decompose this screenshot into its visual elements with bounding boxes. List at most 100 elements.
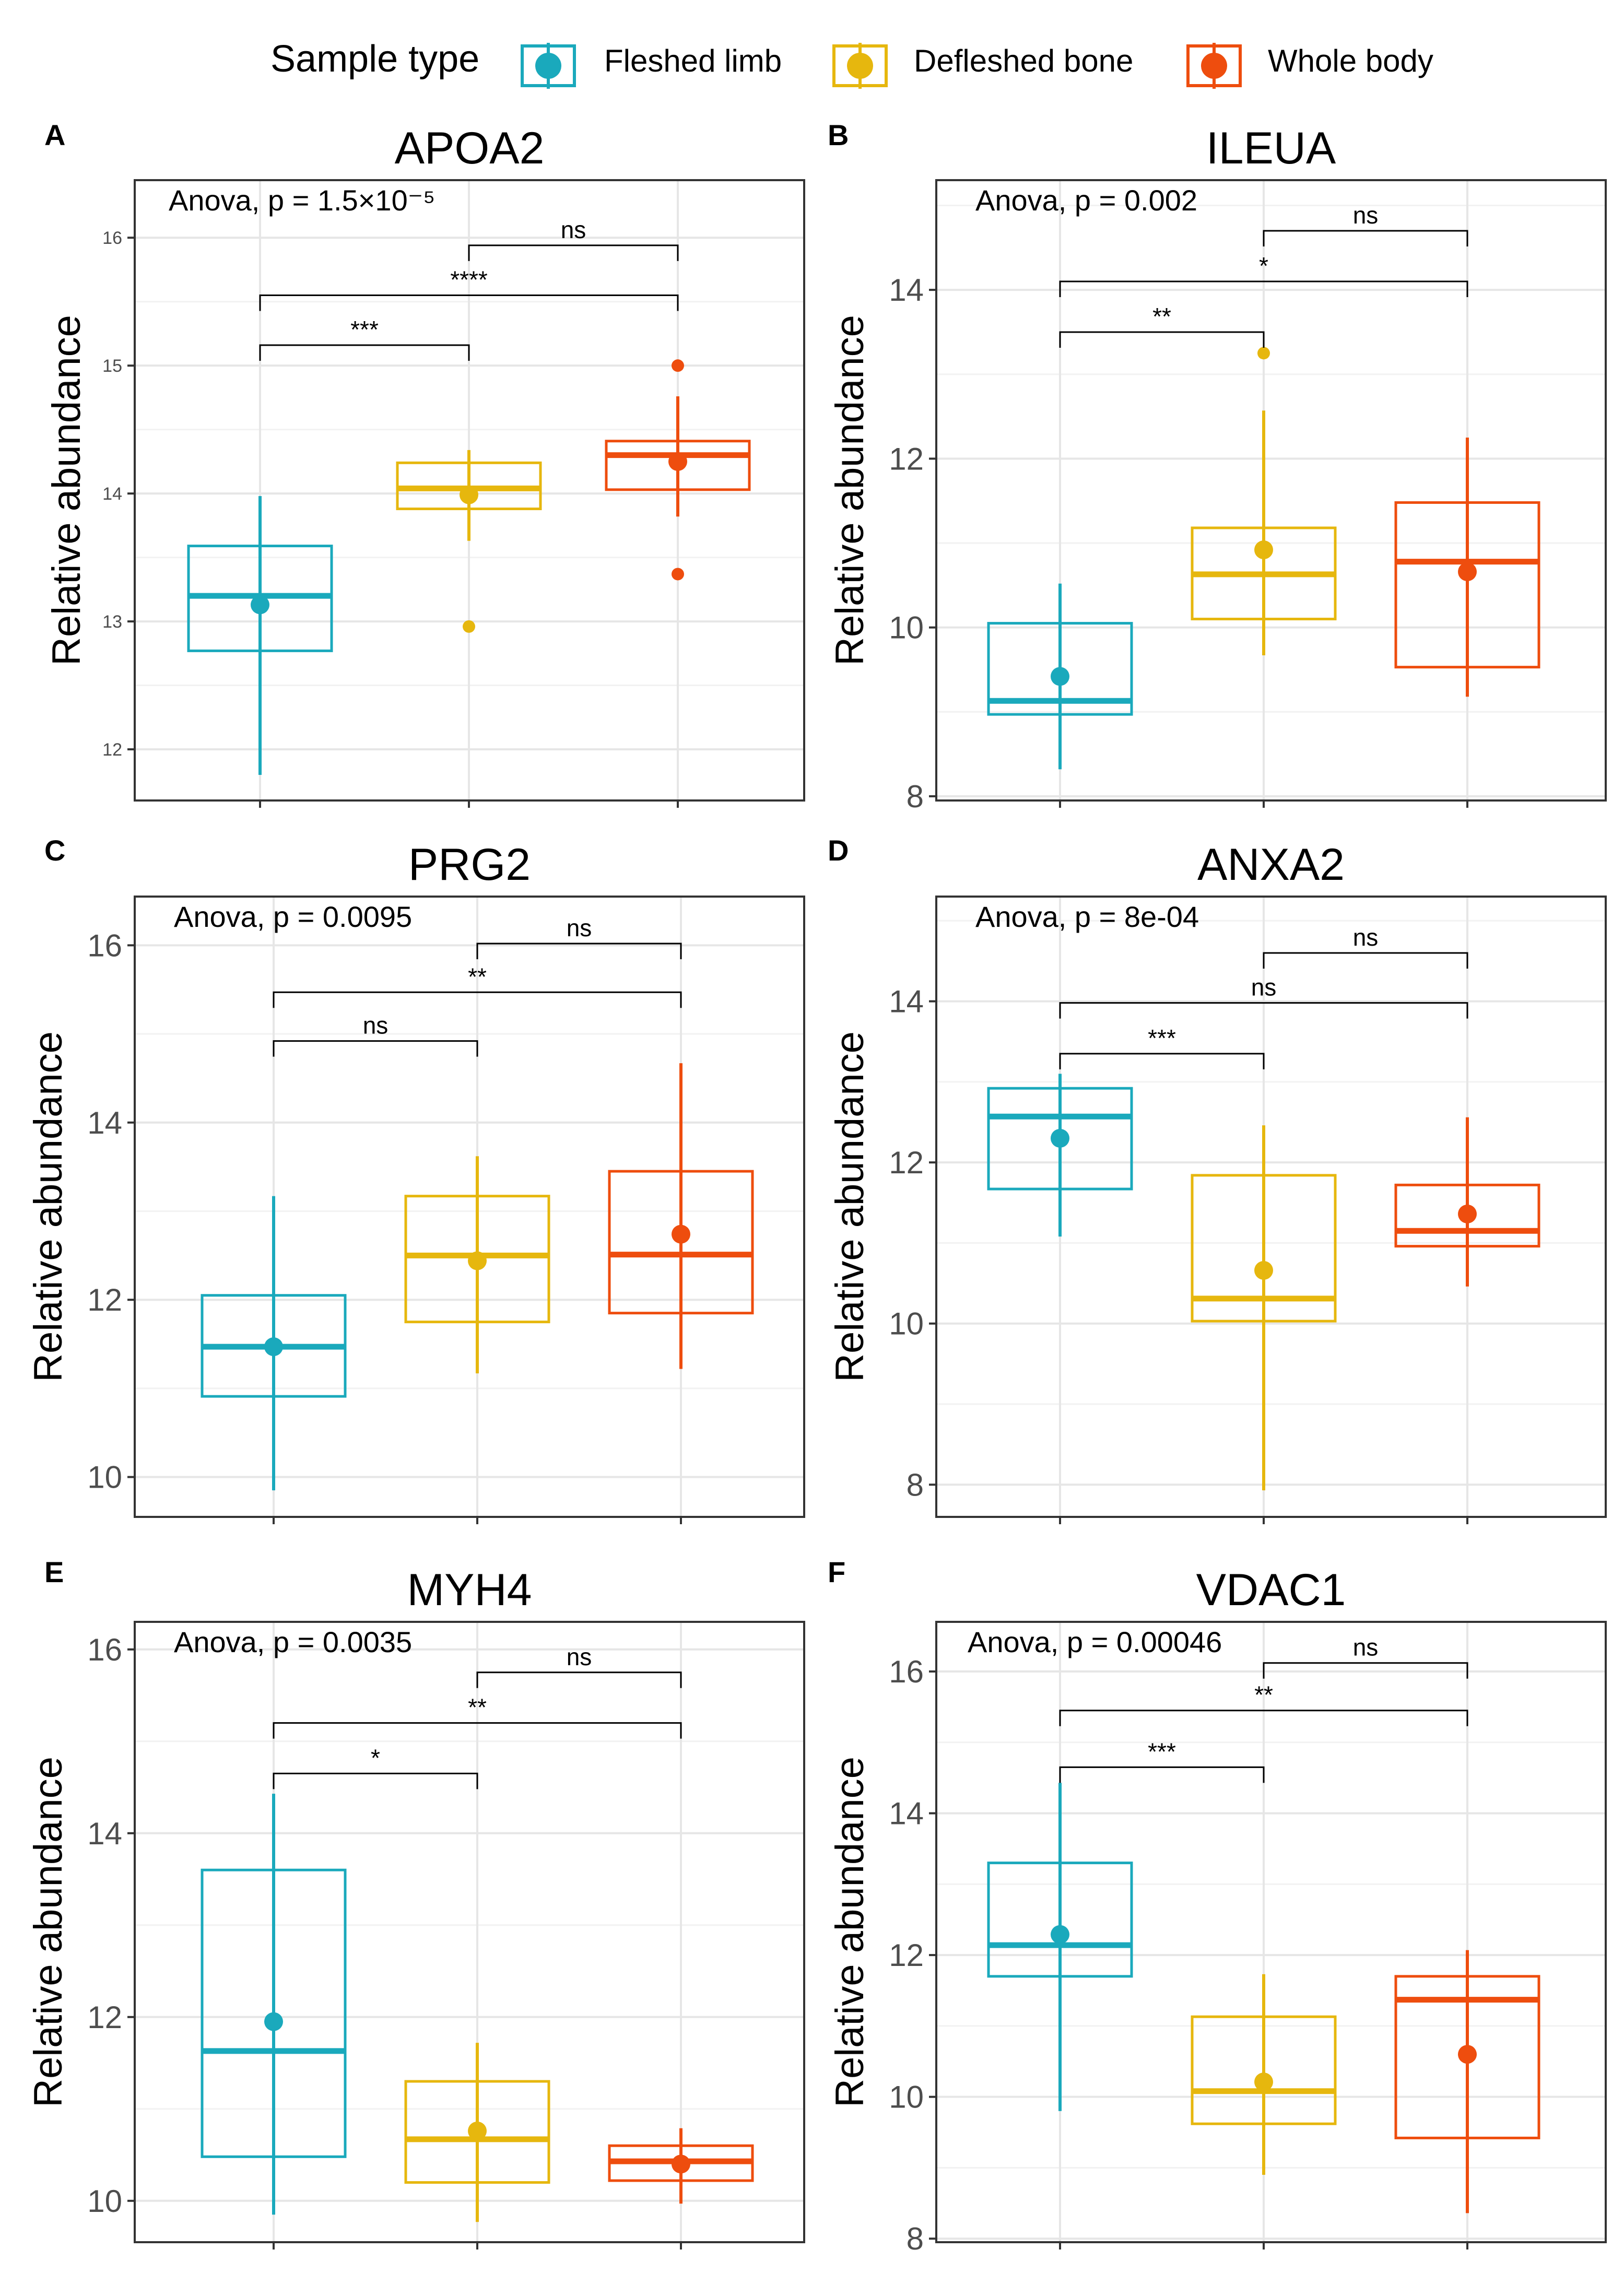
panel-d-y-tick-label: 10	[889, 1306, 924, 1341]
panel-c-significance-bracket	[273, 1040, 478, 1057]
panel-b-significance-label: ns	[1353, 202, 1379, 229]
panel-b-significance-bracket	[1263, 230, 1468, 246]
panel-f-title: VDAC1	[1196, 1565, 1346, 1615]
panel-a-outlier-defleshed-bone	[463, 620, 475, 633]
legend-key-whole-body	[1186, 43, 1242, 89]
panel-f-box-defleshed-bone	[1191, 2015, 1337, 2125]
panel-c-y-tick-label: 12	[87, 1282, 122, 1317]
panel-d-significance-bracket	[1059, 1002, 1468, 1019]
panel-f-significance-label: ns	[1353, 1634, 1379, 1661]
panel-f-box-fleshed-limb	[987, 1862, 1133, 1978]
panel-b-mean-point-fleshed-limb	[1051, 667, 1069, 686]
panel-e-significance-bracket	[273, 1772, 478, 1789]
legend: Sample type Fleshed limb Defleshed bone …	[270, 38, 1433, 89]
panel-d-anova-annotation: Anova, p = 8e-04	[975, 900, 1199, 933]
panel-e-significance-bracket	[476, 1671, 682, 1688]
legend-title: Sample type	[270, 38, 479, 80]
panel-c-y-tick-label: 10	[87, 1460, 122, 1495]
panel-b-anova-annotation: Anova, p = 0.002	[975, 184, 1197, 217]
panel-b-significance-bracket	[1059, 331, 1265, 348]
panel-d-mean-point-defleshed-bone	[1254, 1261, 1273, 1280]
panel-e-anova-annotation: Anova, p = 0.0035	[174, 1626, 412, 1658]
panel-a-y-axis-title: Relative abundance	[44, 315, 89, 666]
panel-c-border	[134, 896, 805, 1518]
panel-e-y-tick-label: 16	[87, 1632, 122, 1667]
panel-d-title: ANXA2	[1197, 840, 1345, 890]
panel-b-title: ILEUA	[1206, 123, 1336, 173]
panel-e-y-tick-label: 12	[87, 2000, 122, 2035]
panel-f-significance-bracket	[1059, 1766, 1265, 1783]
panel-f-anova-annotation: Anova, p = 0.00046	[968, 1626, 1222, 1658]
panel-a-significance-bracket	[468, 244, 679, 261]
panel-a-significance-label: ***	[350, 316, 379, 343]
panel-b-box-fleshed-limb	[987, 622, 1133, 716]
panel-a-outlier-whole-body	[672, 568, 684, 581]
panel-c-mean-point-defleshed-bone	[468, 1251, 487, 1270]
panel-c-significance-bracket	[273, 991, 682, 1008]
panel-e-mean-point-defleshed-bone	[468, 2122, 487, 2141]
panel-d-significance-label: ***	[1148, 1024, 1176, 1052]
panel-a-anova-annotation: Anova, p = 1.5×10⁻⁵	[169, 184, 435, 217]
legend-key-fleshed-limb	[521, 43, 576, 89]
panel-f-significance-bracket	[1263, 1662, 1468, 1679]
panel-f-mean-point-whole-body	[1458, 2045, 1477, 2064]
panel-d-y-tick-label: 14	[889, 984, 924, 1019]
panel-f-y-tick-label: 10	[889, 2080, 924, 2115]
panel-c-mean-point-fleshed-limb	[264, 1337, 283, 1357]
panel-c-significance-label: **	[468, 963, 487, 990]
panel-f-y-axis-title: Relative abundance	[828, 1757, 872, 2107]
panel-e-y-tick-label: 14	[87, 1816, 122, 1851]
panel-f-box-whole-body	[1394, 1975, 1540, 2139]
panel-e-significance-label: **	[468, 1694, 487, 1721]
panel-a-outlier-whole-body	[672, 359, 684, 372]
panel-b-y-tick-label: 10	[889, 610, 924, 645]
panel-d-significance-label: ns	[1251, 974, 1277, 1001]
panel-e-border	[134, 1621, 805, 2243]
panel-c-significance-label: ns	[363, 1012, 389, 1039]
panel-d-box-fleshed-limb	[987, 1087, 1133, 1191]
panel-a-y-tick-label: 15	[102, 356, 122, 376]
panel-d-border	[935, 896, 1607, 1518]
panel-a-mean-point-defleshed-bone	[460, 485, 478, 504]
panel-b-significance-bracket	[1059, 280, 1468, 297]
panel-a-title: APOA2	[395, 123, 545, 173]
panel-b-outlier-defleshed-bone	[1257, 347, 1270, 360]
panel-e-y-tick-label: 10	[87, 2184, 122, 2219]
panel-c-title: PRG2	[408, 840, 531, 890]
panel-b-y-tick-label: 8	[907, 779, 924, 814]
panel-e-significance-label: ns	[567, 1643, 592, 1670]
panel-f-plot-area	[936, 1622, 1606, 2242]
panel-f-y-tick-label: 16	[889, 1654, 924, 1689]
panel-b-border	[935, 179, 1607, 802]
panel-d-significance-bracket	[1263, 952, 1468, 969]
panel-f-significance-bracket	[1059, 1710, 1468, 1726]
legend-key-dot-defleshed-bone	[847, 53, 873, 79]
panel-b-significance-label: **	[1152, 303, 1171, 330]
panel-d-mean-point-whole-body	[1458, 1204, 1477, 1223]
panel-f-significance-label: **	[1254, 1681, 1273, 1709]
panel-a-y-tick-label: 14	[102, 484, 122, 504]
panel-b-y-tick-label: 14	[889, 273, 924, 308]
panel-a-label: A	[44, 119, 65, 151]
panel-e-box-fleshed-limb	[201, 1868, 347, 2158]
panel-e-significance-label: *	[371, 1744, 380, 1771]
panel-c-box-defleshed-bone	[404, 1195, 550, 1324]
panel-d-significance-bracket	[1059, 1053, 1265, 1069]
panel-d-box-defleshed-bone	[1191, 1174, 1337, 1323]
panel-f-y-tick-label: 12	[889, 1938, 924, 1973]
panel-b-plot-area	[936, 180, 1606, 800]
panel-f-mean-point-defleshed-bone	[1254, 2072, 1273, 2092]
panel-c-y-tick-label: 14	[87, 1105, 122, 1140]
panel-a-box-whole-body	[605, 440, 751, 491]
panel-a-significance-label: ns	[561, 216, 586, 243]
panel-a-y-tick-label: 12	[102, 740, 122, 760]
panel-d-significance-label: ns	[1353, 924, 1379, 951]
panel-e-significance-bracket	[273, 1722, 682, 1739]
panel-c-significance-label: ns	[567, 914, 592, 941]
panel-a-significance-bracket	[259, 294, 679, 311]
panel-a-mean-point-whole-body	[668, 452, 687, 471]
panel-c-y-tick-label: 16	[87, 928, 122, 963]
panel-a-border	[134, 179, 805, 802]
panel-e-box-defleshed-bone	[404, 2080, 550, 2184]
